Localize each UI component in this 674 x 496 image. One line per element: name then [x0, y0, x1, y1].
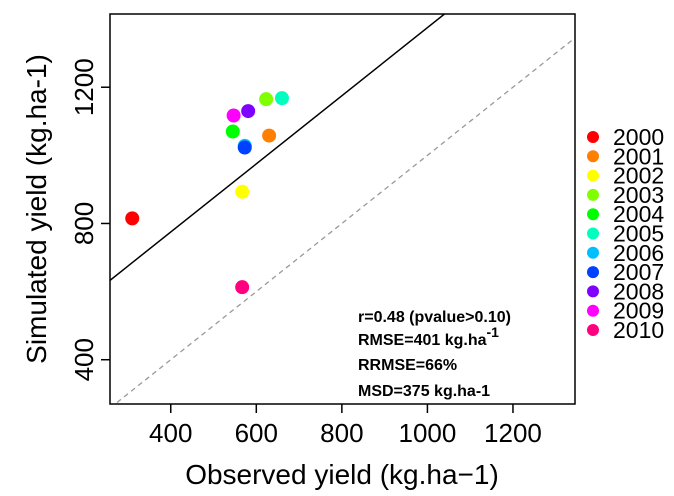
legend-label-2010: 2010 — [613, 317, 664, 343]
y-tick-label-800: 800 — [69, 202, 99, 245]
point-2008 — [241, 104, 256, 119]
legend-marker-2000 — [587, 131, 599, 143]
legend-label-2008: 2008 — [613, 278, 664, 304]
legend-marker-2010 — [587, 324, 599, 336]
point-2000 — [125, 211, 140, 226]
legend-label-2001: 2001 — [613, 143, 664, 169]
x-tick-label-800: 800 — [320, 418, 363, 448]
legend-marker-2009 — [587, 304, 599, 317]
legend-label-2000: 2000 — [613, 124, 664, 150]
y-axis-title: Simulated yield (kg.ha-1) — [21, 54, 52, 364]
point-2003 — [259, 92, 274, 107]
legend-label-2005: 2005 — [613, 221, 664, 247]
point-2007 — [237, 140, 252, 155]
stat-msd: MSD=375 kg.ha-1 — [358, 383, 490, 400]
legend-marker-2001 — [587, 150, 599, 163]
legend-marker-2007 — [587, 266, 599, 279]
stat-rmse: RMSE=401 kg.ha-1 — [358, 324, 499, 349]
point-2002 — [235, 184, 250, 199]
legend-label-2006: 2006 — [613, 240, 664, 266]
y-tick-label-1200: 1200 — [69, 58, 99, 116]
x-axis-title: Observed yield (kg.ha−1) — [185, 459, 499, 490]
legend-label-2009: 2009 — [613, 298, 664, 324]
legend-marker-2005 — [587, 227, 599, 240]
legend-label-2004: 2004 — [613, 201, 664, 227]
stat-correlation: r=0.48 (pvalue>0.10) — [358, 309, 511, 326]
legend-marker-2002 — [587, 169, 599, 182]
regression-line — [110, 14, 446, 281]
point-2004 — [225, 124, 240, 139]
point-2010 — [235, 280, 250, 295]
y-tick-label-400: 400 — [69, 338, 99, 381]
stat-rrmse: RRMSE=66% — [358, 357, 457, 374]
legend-marker-2004 — [587, 208, 599, 221]
plot-frame — [109, 13, 576, 405]
stats-annotation: r=0.48 (pvalue>0.10) RMSE=401 kg.ha-1 RR… — [358, 309, 511, 400]
legend-label-2002: 2002 — [613, 163, 664, 189]
legend: 2000200120022003200420052006200720082009… — [587, 124, 664, 343]
one-to-one-line — [114, 37, 575, 404]
point-2005 — [274, 91, 289, 106]
point-2001 — [262, 128, 277, 143]
point-2009 — [226, 108, 241, 123]
x-tick-label-1200: 1200 — [484, 418, 542, 448]
x-tick-label-1000: 1000 — [398, 418, 456, 448]
legend-label-2007: 2007 — [613, 259, 664, 285]
x-tick-label-400: 400 — [149, 418, 192, 448]
legend-marker-2008 — [587, 285, 599, 298]
legend-marker-2003 — [587, 188, 599, 201]
legend-label-2003: 2003 — [613, 182, 664, 208]
legend-marker-2006 — [587, 246, 599, 259]
x-tick-label-600: 600 — [235, 418, 278, 448]
